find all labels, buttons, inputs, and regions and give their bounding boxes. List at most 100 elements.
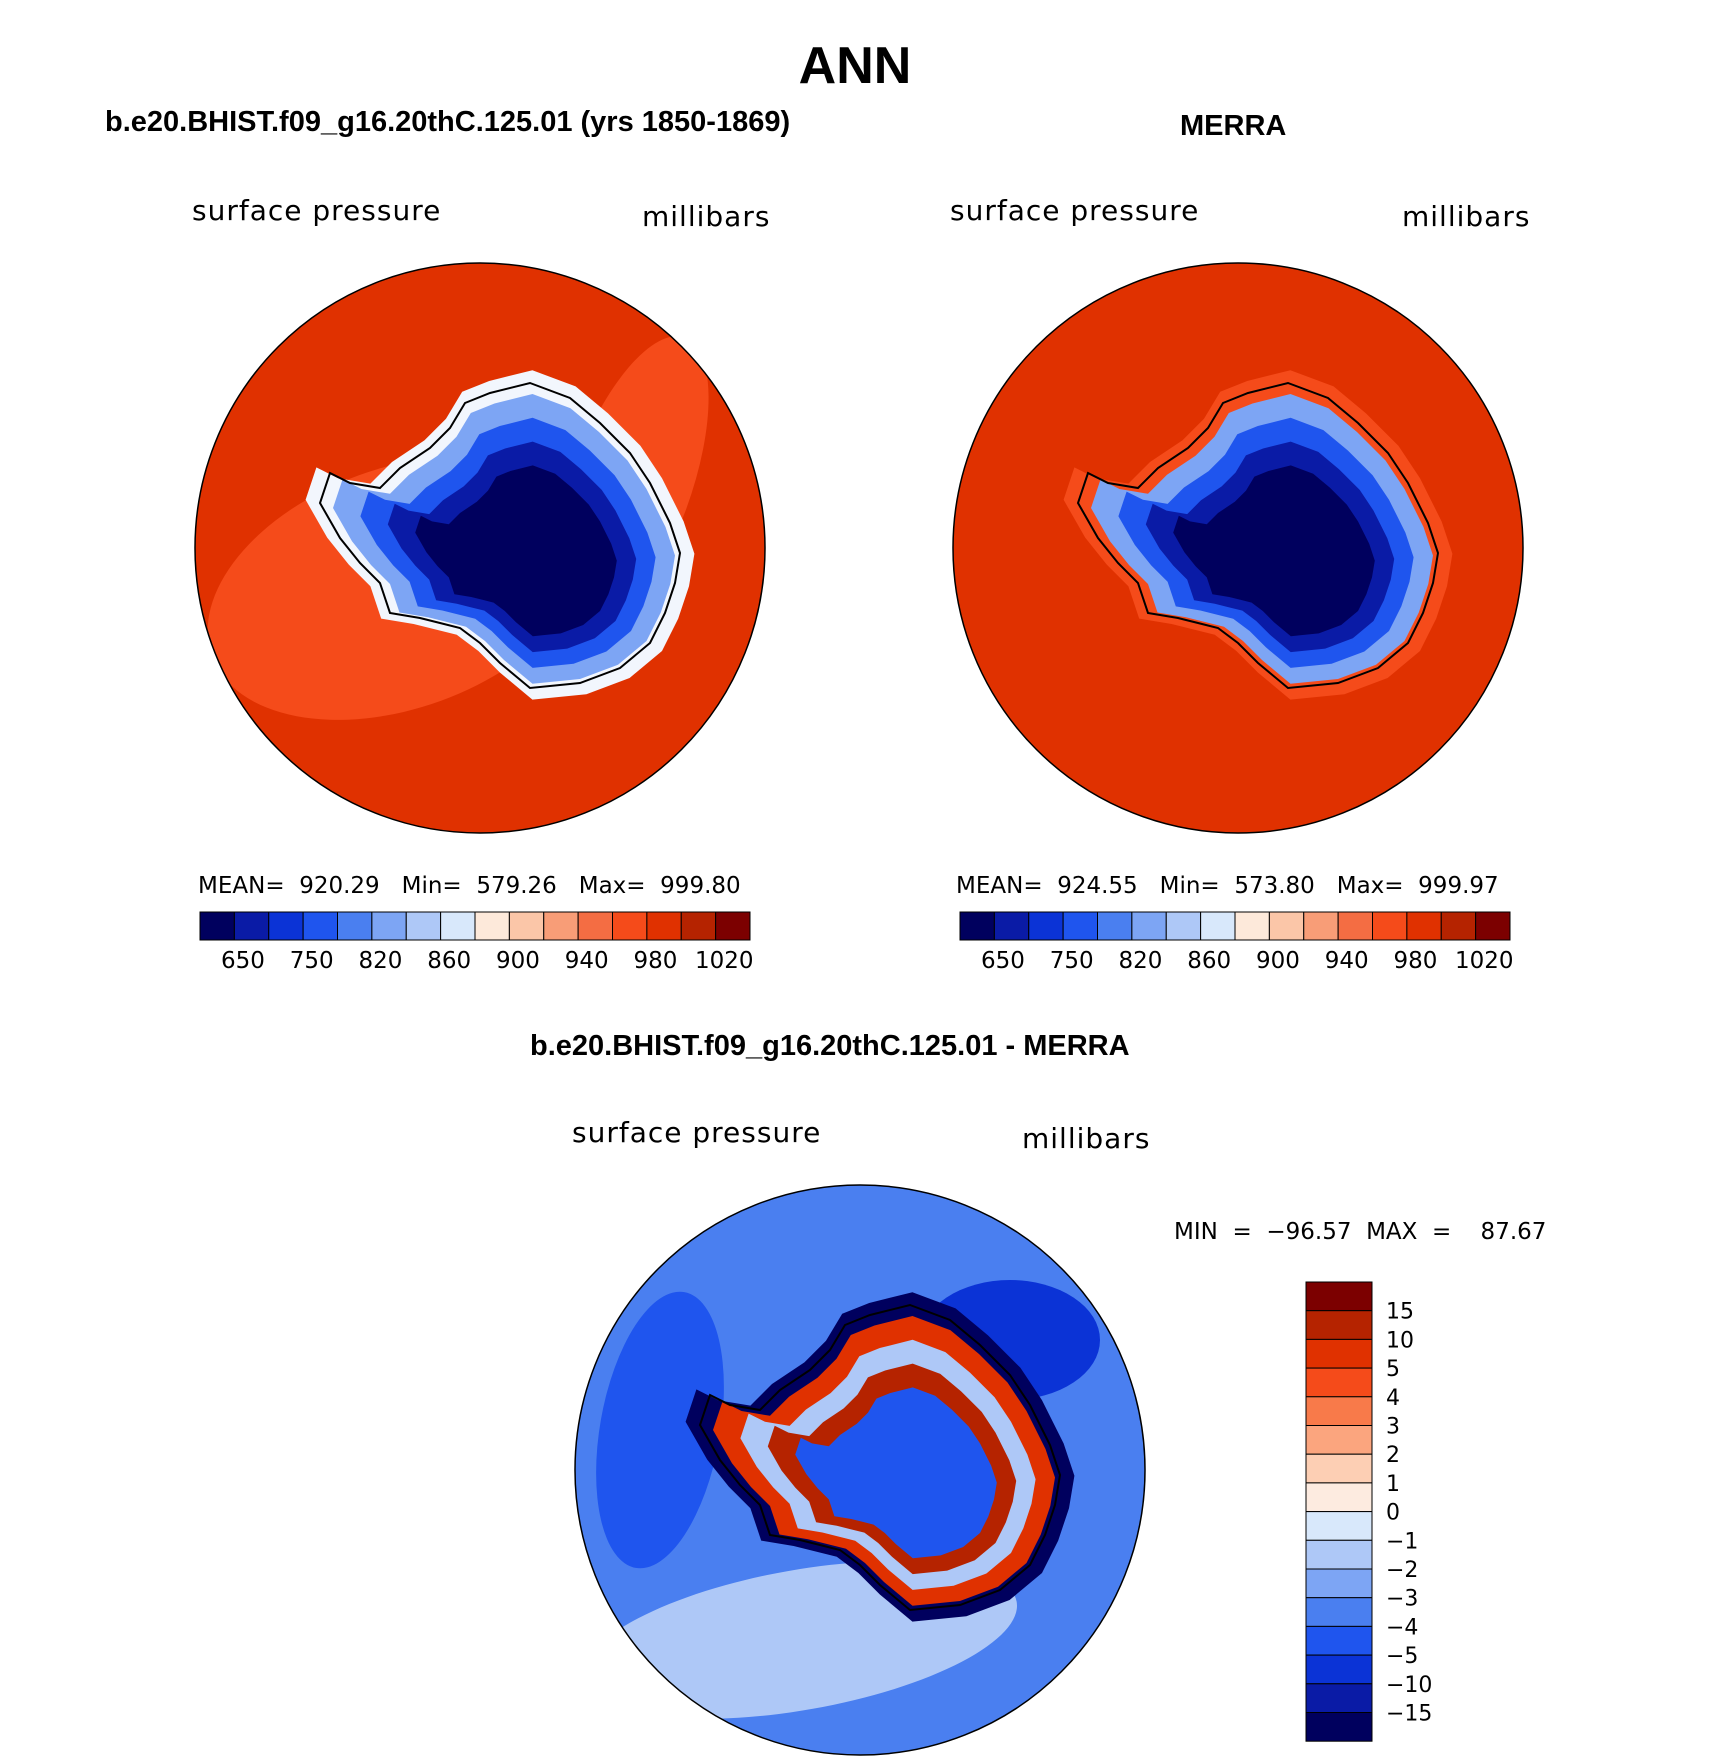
panel2-colorbar-tick-label: 900 xyxy=(1256,948,1300,974)
panel1-variable-label: surface pressure xyxy=(192,194,442,227)
panel2-colorbar-tick-label: 860 xyxy=(1187,948,1231,974)
panel2-colorbar-swatch-8 xyxy=(1234,911,1270,941)
panel1-colorbar-swatch-14 xyxy=(680,911,717,941)
panel3-colorbar-swatch-11 xyxy=(1305,1597,1373,1627)
panel2-colorbar-tick-label: 980 xyxy=(1394,948,1438,974)
panel1-polar-map xyxy=(194,262,766,834)
panel1-colorbar-swatch-3 xyxy=(302,911,338,941)
panel3-colorbar-tick-label: 5 xyxy=(1386,1357,1400,1382)
panel3-colorbar-swatch-13 xyxy=(1305,1654,1373,1685)
panel3-units-label: millibars xyxy=(1022,1122,1151,1155)
panel1-colorbar-swatch-1 xyxy=(233,911,270,941)
panel3-colorbar-tick-label: −10 xyxy=(1386,1673,1432,1698)
panel2-colorbar-swatch-9 xyxy=(1268,911,1305,941)
panel1-colorbar-swatch-0 xyxy=(199,911,235,941)
panel3-colorbar-swatch-9 xyxy=(1305,1539,1373,1570)
panel1-coastline xyxy=(318,381,682,690)
panel1-colorbar-tick-label: 650 xyxy=(221,948,265,974)
panel2-colorbar-swatch-3 xyxy=(1062,911,1098,941)
panel3-colorbar-swatch-1 xyxy=(1305,1310,1373,1340)
panel3-colorbar-tick-label: −2 xyxy=(1386,1558,1418,1583)
panel2-colorbar-swatch-15 xyxy=(1475,911,1511,941)
panel3-colorbar-swatch-6 xyxy=(1305,1453,1373,1484)
panel3-colorbar-tick-label: 15 xyxy=(1386,1300,1414,1325)
panel2-stats: MEAN= 924.55 Min= 573.80 Max= 999.97 xyxy=(956,873,1499,899)
panel1-colorbar-swatch-7 xyxy=(440,911,476,941)
panel1-units-label: millibars xyxy=(642,200,771,233)
panel1-colorbar-swatch-8 xyxy=(474,911,510,941)
panel3-colorbar-swatch-3 xyxy=(1305,1367,1373,1398)
panel3-colorbar-swatch-2 xyxy=(1305,1338,1373,1369)
panel3-colorbar-tick-label: 0 xyxy=(1386,1501,1400,1526)
panel1-stats: MEAN= 920.29 Min= 579.26 Max= 999.80 xyxy=(198,873,741,899)
panel2-colorbar-swatch-10 xyxy=(1303,911,1339,941)
panel3-colorbar-swatch-0 xyxy=(1305,1281,1373,1312)
panel2-colorbar-tick-label: 940 xyxy=(1325,948,1369,974)
panel1-colorbar-tick-label: 860 xyxy=(427,948,471,974)
panel3-colorbar-tick-label: −3 xyxy=(1386,1587,1418,1612)
panel2-colorbar-swatch-4 xyxy=(1097,911,1133,941)
panel3-colorbar-tick-label: 1 xyxy=(1386,1472,1400,1497)
panel1-colorbar-swatch-5 xyxy=(371,911,407,941)
panel2-title: MERRA xyxy=(1180,110,1287,142)
panel2-colorbar-tick-label: 820 xyxy=(1119,948,1163,974)
panel3-colorbar-tick-label: −1 xyxy=(1386,1529,1418,1554)
panel1-colorbar-tick-label: 980 xyxy=(634,948,678,974)
panel2-colorbar-swatch-5 xyxy=(1131,911,1167,941)
panel3-ocean-band-2 xyxy=(596,1291,724,1569)
panel3-coastline xyxy=(698,1303,1062,1612)
panel2-map-boundary xyxy=(952,262,1524,834)
panel2-units-label: millibars xyxy=(1402,200,1531,233)
panel1-colorbar-tick-label: 1020 xyxy=(695,948,754,974)
panel2-colorbar: 650 750 820 860 900 940 980 1020 xyxy=(959,911,1514,974)
panel1-colorbar-tick-label: 750 xyxy=(290,948,334,974)
panel3-colorbar-swatch-10 xyxy=(1305,1568,1373,1599)
panel3-colorbar-swatch-5 xyxy=(1305,1425,1373,1455)
panel3-variable-label: surface pressure xyxy=(572,1116,822,1149)
figure-title: ANN xyxy=(798,37,912,95)
panel1-colorbar-swatch-13 xyxy=(646,911,682,941)
panel3-polar-map xyxy=(574,1184,1146,1756)
panel2-colorbar-swatch-12 xyxy=(1372,911,1408,941)
panel3-colorbar-swatch-8 xyxy=(1305,1511,1373,1541)
panel1-colorbar-tick-label: 900 xyxy=(496,948,540,974)
panel1-colorbar-swatch-11 xyxy=(577,911,613,941)
panel3-colorbar-tick-label: −4 xyxy=(1386,1615,1418,1640)
panel3-colorbar-swatch-4 xyxy=(1305,1396,1373,1427)
panel3-colorbar-swatch-15 xyxy=(1305,1712,1373,1742)
panel3-stats: MIN = −96.57 MAX = 87.67 xyxy=(1174,1219,1547,1245)
panel3-colorbar-swatch-7 xyxy=(1305,1482,1373,1513)
panel3-colorbar-tick-label: −15 xyxy=(1386,1702,1432,1727)
panel3-colorbar-tick-label: 4 xyxy=(1386,1386,1400,1411)
panel1-colorbar-swatch-10 xyxy=(543,911,579,941)
panel2-colorbar-swatch-2 xyxy=(1028,911,1064,941)
panel2-colorbar-tick-label: 750 xyxy=(1050,948,1094,974)
panel2-variable-label: surface pressure xyxy=(950,194,1200,227)
panel1-colorbar-swatch-12 xyxy=(612,911,648,941)
panel3-colorbar-swatch-14 xyxy=(1305,1683,1373,1713)
panel2-colorbar-swatch-11 xyxy=(1337,911,1373,941)
panel2-colorbar-swatch-1 xyxy=(993,911,1030,941)
panel1-contour-fill-4 xyxy=(415,465,617,637)
panel1-title: b.e20.BHIST.f09_g16.20thC.125.01 (yrs 18… xyxy=(105,106,791,138)
panel3-colorbar-tick-label: 3 xyxy=(1386,1415,1400,1440)
panel2-colorbar-tick-label: 650 xyxy=(981,948,1025,974)
panel3-colorbar-swatch-12 xyxy=(1305,1625,1373,1656)
panel1-colorbar-swatch-4 xyxy=(337,911,373,941)
panel3-colorbar-tick-label: 2 xyxy=(1386,1443,1400,1468)
panel3-colorbar-tick-label: 10 xyxy=(1386,1328,1414,1353)
panel1-colorbar-swatch-9 xyxy=(508,911,545,941)
panel2-colorbar-swatch-0 xyxy=(959,911,995,941)
panel2-colorbar-swatch-6 xyxy=(1165,911,1202,941)
panel1-colorbar-tick-label: 940 xyxy=(565,948,609,974)
panel1-map-boundary xyxy=(194,262,766,834)
panel3-contour-fill-4 xyxy=(795,1387,997,1559)
panel2-colorbar-swatch-14 xyxy=(1440,911,1477,941)
panel1-colorbar-swatch-15 xyxy=(715,911,751,941)
panel3-colorbar-tick-label: −5 xyxy=(1386,1644,1418,1669)
panel2-colorbar-swatch-7 xyxy=(1200,911,1236,941)
panel1-colorbar-tick-label: 820 xyxy=(359,948,403,974)
panel2-polar-map xyxy=(952,262,1524,834)
panel2-colorbar-tick-label: 1020 xyxy=(1455,948,1514,974)
